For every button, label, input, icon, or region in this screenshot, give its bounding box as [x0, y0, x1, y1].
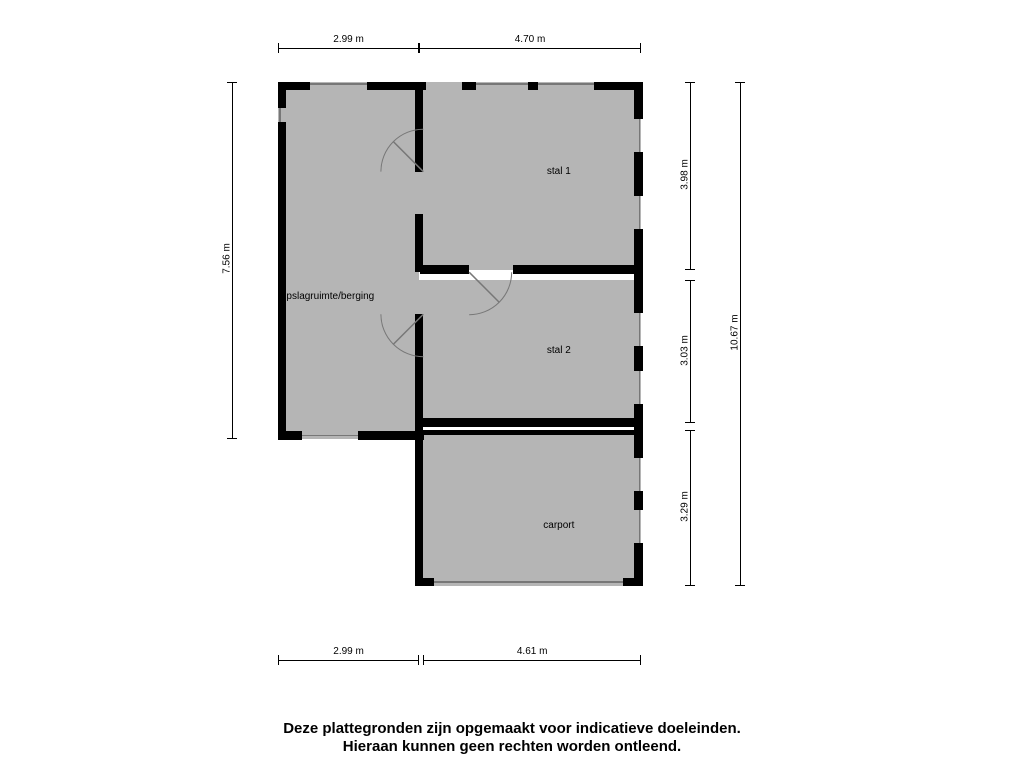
wall-segment — [634, 152, 642, 196]
dim-tick — [227, 438, 237, 439]
dim-label-left-0: 7.56 m — [222, 234, 233, 284]
dim-label-bottom-0: 2.99 m — [324, 646, 374, 657]
wall-segment — [415, 431, 423, 558]
thin-segment — [302, 435, 359, 437]
wall-segment — [623, 578, 642, 586]
footer-line-2: Hieraan kunnen geen rechten worden ontle… — [0, 738, 1024, 755]
thin-segment — [639, 196, 641, 229]
wall-segment — [415, 265, 469, 272]
floorplan-canvas: opslagruimte/berging stal 1 stal 2 carport 2… — [0, 0, 1024, 768]
dim-tick — [418, 655, 419, 665]
wall-segment — [415, 430, 642, 435]
wall-segment — [278, 122, 286, 438]
dim-tick — [278, 655, 279, 665]
wall-segment — [634, 439, 642, 458]
wall-segment — [462, 82, 476, 90]
thin-segment — [639, 458, 641, 491]
dim-tick — [685, 82, 695, 83]
dim-label-rin-1: 3.03 m — [680, 325, 691, 375]
dim-tick — [735, 82, 745, 83]
thin-segment — [310, 83, 367, 85]
dim-tick — [423, 655, 424, 665]
thin-segment — [434, 581, 623, 582]
dim-label-rout-0: 10.67 m — [730, 307, 741, 357]
thin-segment — [476, 83, 528, 85]
wall-segment — [415, 82, 423, 172]
dim-tick — [227, 82, 237, 83]
thin-segment — [639, 313, 641, 346]
room-label-stal2: stal 2 — [499, 345, 619, 356]
dim-label-bottom-1: 4.61 m — [507, 646, 557, 657]
dim-tick — [640, 43, 641, 53]
wall-segment — [513, 265, 641, 273]
wall-segment — [528, 82, 537, 90]
dim-line-bottom-0 — [278, 660, 419, 661]
wall-segment — [634, 82, 642, 119]
dim-tick — [685, 585, 695, 586]
dim-label-rin-2: 3.29 m — [680, 481, 691, 531]
dim-line-bottom-1 — [423, 660, 641, 661]
dim-tick — [685, 422, 695, 423]
dim-line-top-0 — [278, 48, 419, 49]
thin-segment — [639, 510, 641, 543]
thin-segment — [639, 119, 641, 152]
wall-segment — [634, 346, 642, 371]
room-opslag — [278, 82, 419, 439]
thin-segment — [639, 371, 641, 404]
thin-segment — [279, 108, 281, 122]
wall-segment — [278, 82, 286, 108]
wall-segment — [420, 418, 642, 426]
dim-tick — [685, 280, 695, 281]
dim-label-rin-0: 3.98 m — [680, 149, 691, 199]
thin-segment — [538, 83, 595, 85]
footer-line-1: Deze plattegronden zijn opgemaakt voor i… — [0, 720, 1024, 737]
wall-segment — [634, 229, 642, 284]
room-label-carport: carport — [499, 520, 619, 531]
dim-tick — [419, 43, 420, 53]
wall-segment — [278, 431, 302, 439]
dim-label-top-0: 2.99 m — [324, 34, 374, 45]
room-label-opslag: opslagruimte/berging — [268, 291, 388, 302]
wall-segment — [634, 491, 642, 510]
dim-tick — [685, 430, 695, 431]
dim-label-top-1: 4.70 m — [505, 34, 555, 45]
wall-segment — [415, 559, 423, 586]
room-carport — [415, 430, 641, 585]
dim-line-top-1 — [419, 48, 641, 49]
dim-tick — [278, 43, 279, 53]
wall-segment — [415, 214, 423, 272]
dim-tick — [735, 585, 745, 586]
dim-tick — [685, 269, 695, 270]
room-label-stal1: stal 1 — [499, 166, 619, 177]
dim-tick — [640, 655, 641, 665]
wall-segment — [634, 284, 642, 313]
